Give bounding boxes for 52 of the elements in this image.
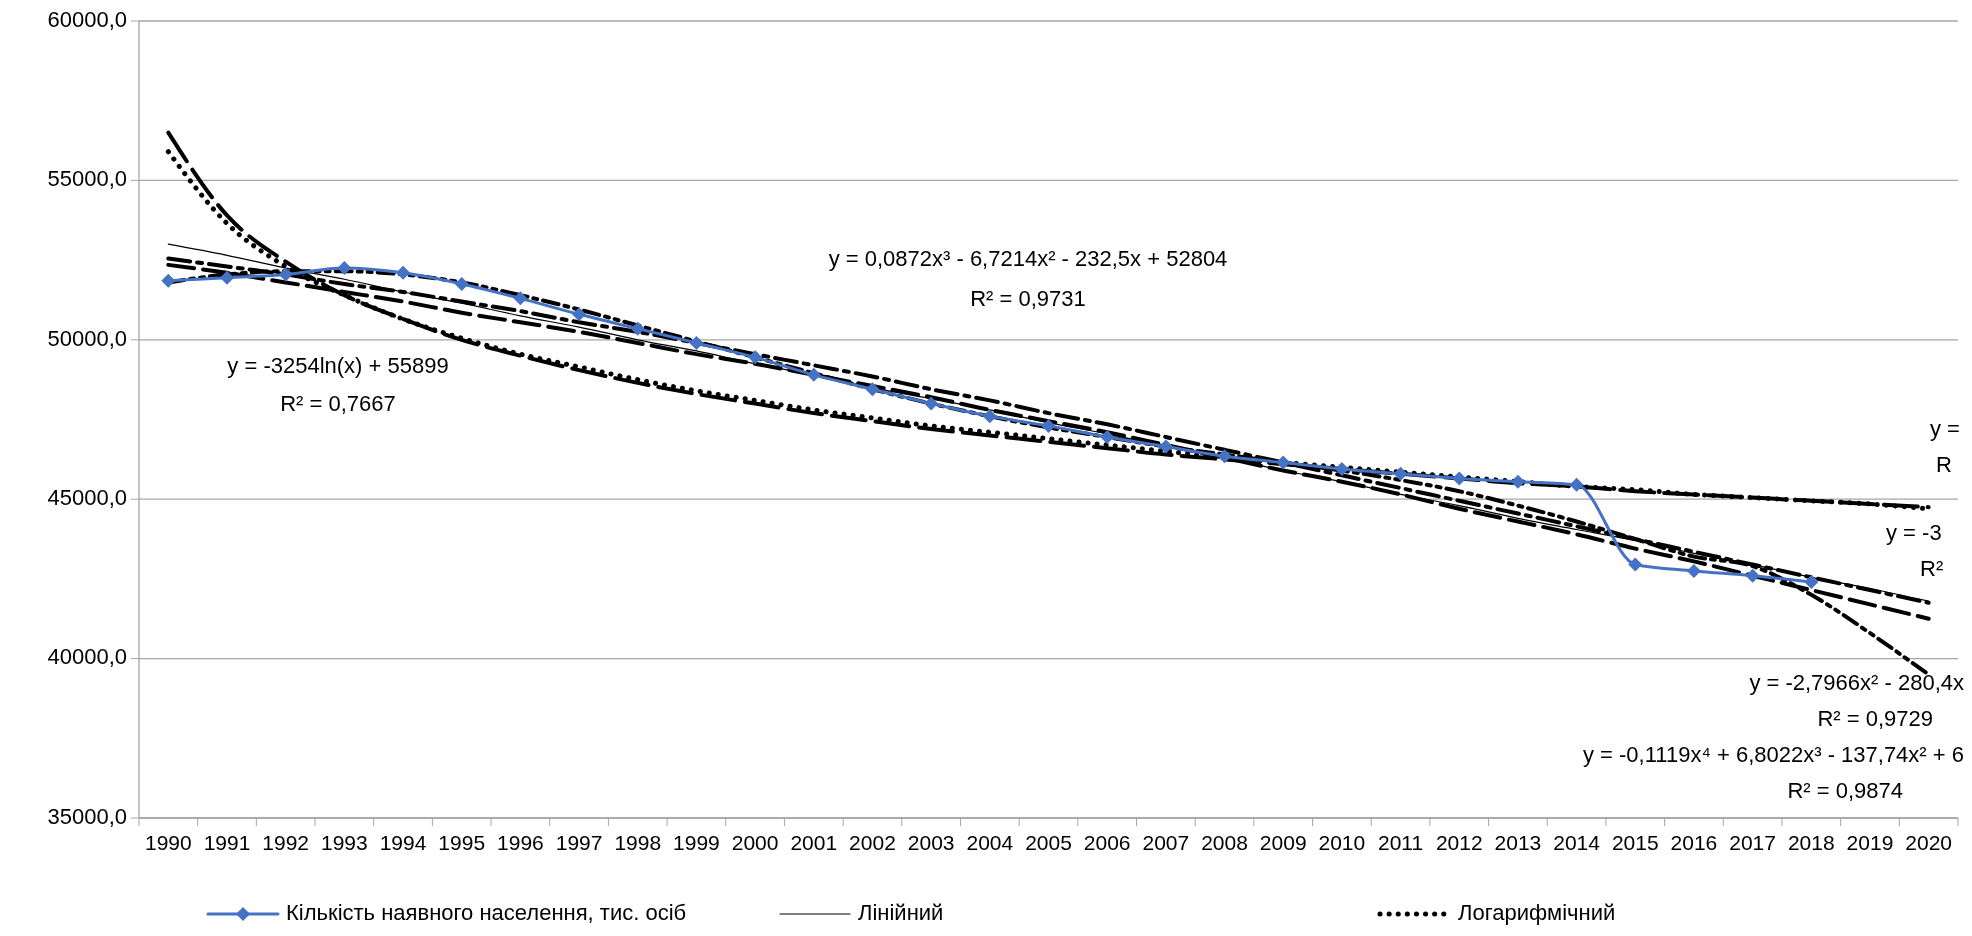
x-tick-label: 1993 xyxy=(321,831,368,854)
x-tick-label: 2013 xyxy=(1494,831,1542,854)
x-tick-label: 2019 xyxy=(1846,831,1894,854)
x-tick-label: 1991 xyxy=(203,831,251,854)
x-tick-label: 2002 xyxy=(849,831,896,854)
x-tick-label: 1992 xyxy=(262,831,310,854)
annotation: R² = 0,9874 xyxy=(1787,777,1903,803)
legend-label: Логарифмічний xyxy=(1458,899,1616,925)
annotation: y = xyxy=(1930,415,1960,441)
x-tick-label: 1995 xyxy=(438,831,486,854)
x-tick-label: 2010 xyxy=(1318,831,1366,854)
x-tick-label: 1998 xyxy=(614,831,662,854)
annotation: R xyxy=(1936,451,1952,477)
x-tick-label: 1990 xyxy=(144,831,192,854)
x-tick-label: 2016 xyxy=(1670,831,1718,854)
y-tick-label: 50000,0 xyxy=(47,325,127,351)
annotation: R² xyxy=(1920,555,1944,581)
y-tick-label: 60000,0 xyxy=(47,6,127,32)
x-tick-label: 2009 xyxy=(1259,831,1307,854)
x-tick-label: 2003 xyxy=(907,831,955,854)
x-tick-label: 2005 xyxy=(1025,831,1072,854)
y-tick-label: 55000,0 xyxy=(47,166,127,192)
annotation: y = -2,7966x² - 280,4x xyxy=(1749,669,1964,695)
y-tick-label: 45000,0 xyxy=(47,485,127,511)
x-tick-label: 2000 xyxy=(731,831,779,854)
x-tick-label: 2006 xyxy=(1083,831,1131,854)
annotation: y = -3254ln(x) + 55899 xyxy=(227,352,449,378)
x-tick-label: 2011 xyxy=(1377,831,1424,854)
x-tick-label: 1997 xyxy=(555,831,603,854)
x-tick-label: 2008 xyxy=(1201,831,1248,854)
x-tick-label: 2012 xyxy=(1435,831,1483,854)
x-tick-label: 2014 xyxy=(1553,831,1601,854)
x-tick-label: 2020 xyxy=(1905,831,1953,854)
annotation: R² = 0,9731 xyxy=(970,285,1086,311)
x-tick-label: 1994 xyxy=(379,831,427,854)
x-tick-label: 1999 xyxy=(673,831,720,854)
x-tick-label: 1996 xyxy=(497,831,544,854)
legend-label: Кількість наявного населення, тис. осіб xyxy=(286,899,687,925)
x-tick-label: 2018 xyxy=(1787,831,1835,854)
annotation: y = -0,1119x⁴ + 6,8022x³ - 137,74x² + 6 xyxy=(1582,741,1964,767)
annotation: R² = 0,9729 xyxy=(1817,705,1933,731)
annotation: y = -3 xyxy=(1886,519,1942,545)
x-tick-label: 2004 xyxy=(966,831,1014,854)
legend-label: Лінійний xyxy=(858,899,944,925)
x-tick-label: 2007 xyxy=(1142,831,1190,854)
x-tick-label: 2017 xyxy=(1729,831,1776,854)
annotation: R² = 0,7667 xyxy=(280,390,396,416)
annotation: y = 0,0872x³ - 6,7214x² - 232,5x + 52804 xyxy=(828,245,1228,271)
y-tick-label: 40000,0 xyxy=(47,644,127,670)
x-tick-label: 2001 xyxy=(790,831,838,854)
y-tick-label: 35000,0 xyxy=(47,803,127,829)
x-tick-label: 2015 xyxy=(1611,831,1659,854)
